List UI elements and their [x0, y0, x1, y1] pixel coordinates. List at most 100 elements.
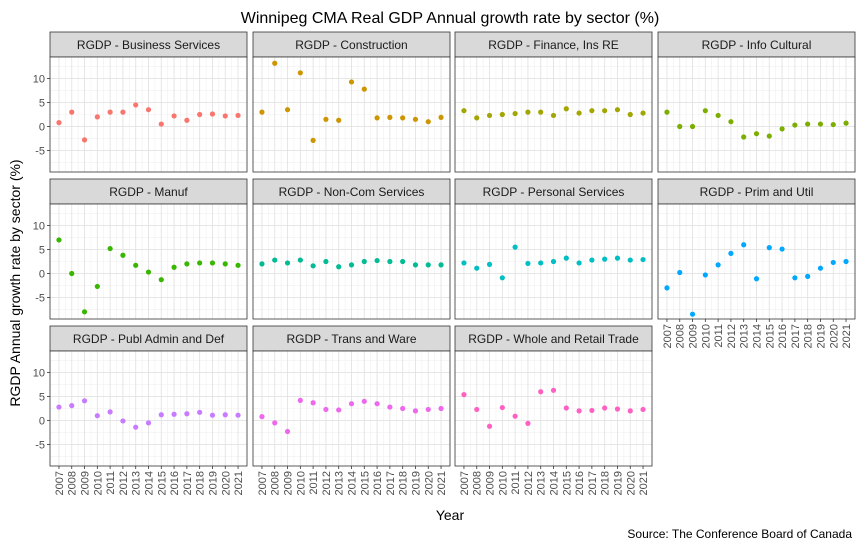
data-point-rgdp-prim-and-util-2014	[754, 276, 759, 281]
data-point-rgdp-business-services-2016	[171, 113, 176, 118]
y-tick-label: 10	[33, 74, 45, 86]
x-tick-label: 2011	[105, 471, 117, 495]
x-tick-label: 2012	[118, 471, 130, 495]
y-tick-label: -5	[35, 292, 45, 304]
facet-rgdp-info-cultural: RGDP - Info Cultural	[658, 32, 855, 172]
data-point-rgdp-trans-and-ware-2015	[362, 399, 367, 404]
data-point-rgdp-manuf-2011	[108, 246, 113, 251]
x-tick-label: 2021	[233, 471, 245, 495]
y-tick-label: 0	[39, 415, 45, 427]
x-tick-label: 2007	[257, 471, 269, 495]
facet-rgdp-construction: RGDP - Construction	[253, 32, 450, 172]
data-point-rgdp-trans-and-ware-2009	[285, 429, 290, 434]
x-tick-label: 2019	[410, 471, 422, 495]
x-tick-label: 2009	[485, 471, 497, 495]
x-tick-label: 2020	[828, 324, 840, 348]
x-tick-label: 2014	[752, 324, 764, 348]
data-point-rgdp-manuf-2009	[82, 309, 87, 314]
data-point-rgdp-publ-admin-and-def-2019	[210, 413, 215, 418]
data-point-rgdp-non-com-services-2008	[272, 257, 277, 262]
data-point-rgdp-personal-services-2010	[500, 275, 505, 280]
data-point-rgdp-whole-and-retail-trade-2011	[513, 414, 518, 419]
x-tick-label: 2021	[638, 471, 650, 495]
x-tick-label: 2016	[372, 471, 384, 495]
data-point-rgdp-business-services-2021	[235, 113, 240, 118]
x-tick-label: 2013	[334, 471, 346, 495]
data-point-rgdp-non-com-services-2014	[349, 262, 354, 267]
data-point-rgdp-manuf-2019	[210, 260, 215, 265]
data-point-rgdp-trans-and-ware-2008	[272, 420, 277, 425]
x-tick-label: 2019	[612, 471, 624, 495]
data-point-rgdp-business-services-2010	[95, 114, 100, 119]
data-point-rgdp-business-services-2018	[197, 112, 202, 117]
data-point-rgdp-non-com-services-2021	[438, 262, 443, 267]
x-tick-label: 2009	[688, 324, 700, 348]
data-point-rgdp-personal-services-2020	[628, 257, 633, 262]
x-tick-label: 2017	[182, 471, 194, 495]
x-tick-label: 2007	[54, 471, 66, 495]
x-tick-label: 2015	[156, 471, 168, 495]
data-point-rgdp-manuf-2013	[133, 263, 138, 268]
facet-strip-label: RGDP - Prim and Util	[700, 185, 814, 199]
x-tick-label: 2008	[67, 471, 79, 495]
y-tick-label: 5	[39, 392, 45, 404]
data-point-rgdp-info-cultural-2014	[754, 131, 759, 136]
facet-strip-label: RGDP - Info Cultural	[702, 38, 812, 52]
data-point-rgdp-non-com-services-2019	[413, 262, 418, 267]
data-point-rgdp-whole-and-retail-trade-2017	[589, 408, 594, 413]
facet-rgdp-personal-services: RGDP - Personal Services	[455, 179, 652, 319]
data-point-rgdp-trans-and-ware-2016	[374, 401, 379, 406]
data-point-rgdp-manuf-2020	[223, 261, 228, 266]
data-point-rgdp-personal-services-2021	[640, 257, 645, 262]
data-point-rgdp-business-services-2011	[108, 110, 113, 115]
x-tick-label: 2016	[574, 471, 586, 495]
data-point-rgdp-whole-and-retail-trade-2009	[487, 424, 492, 429]
x-tick-label: 2015	[561, 471, 573, 495]
data-point-rgdp-whole-and-retail-trade-2013	[538, 389, 543, 394]
data-point-rgdp-publ-admin-and-def-2014	[146, 420, 151, 425]
data-point-rgdp-manuf-2016	[171, 265, 176, 270]
data-point-rgdp-non-com-services-2007	[259, 261, 264, 266]
data-point-rgdp-publ-admin-and-def-2016	[171, 412, 176, 417]
data-point-rgdp-trans-and-ware-2007	[259, 414, 264, 419]
facet-strip-label: RGDP - Trans and Ware	[286, 332, 416, 346]
data-point-rgdp-prim-and-util-2008	[677, 270, 682, 275]
x-tick-label: 2018	[398, 471, 410, 495]
data-point-rgdp-non-com-services-2020	[426, 262, 431, 267]
data-point-rgdp-manuf-2017	[184, 261, 189, 266]
x-tick-label: 2015	[764, 324, 776, 348]
data-point-rgdp-finance-ins-re-2014	[551, 113, 556, 118]
data-point-rgdp-publ-admin-and-def-2010	[95, 413, 100, 418]
data-point-rgdp-non-com-services-2018	[400, 259, 405, 264]
x-tick-label: 2010	[700, 324, 712, 348]
data-point-rgdp-prim-and-util-2010	[703, 272, 708, 277]
data-point-rgdp-prim-and-util-2019	[818, 266, 823, 271]
facet-strip-label: RGDP - Publ Admin and Def	[73, 332, 225, 346]
facet-panels: RGDP - Business Services-50510RGDP - Con…	[33, 32, 855, 495]
data-point-rgdp-personal-services-2018	[602, 257, 607, 262]
x-tick-label: 2012	[523, 471, 535, 495]
data-point-rgdp-whole-and-retail-trade-2010	[500, 405, 505, 410]
data-point-rgdp-prim-and-util-2007	[664, 285, 669, 290]
x-tick-label: 2015	[359, 471, 371, 495]
data-point-rgdp-business-services-2015	[159, 121, 164, 126]
data-point-rgdp-business-services-2013	[133, 102, 138, 107]
x-tick-label: 2010	[497, 471, 509, 495]
x-tick-label: 2021	[841, 324, 853, 348]
data-point-rgdp-prim-and-util-2017	[792, 275, 797, 280]
data-point-rgdp-construction-2008	[272, 61, 277, 66]
x-tick-label: 2008	[675, 324, 687, 348]
data-point-rgdp-business-services-2019	[210, 111, 215, 116]
x-tick-label: 2018	[803, 324, 815, 348]
y-tick-label: 10	[33, 368, 45, 380]
data-point-rgdp-finance-ins-re-2018	[602, 108, 607, 113]
data-point-rgdp-info-cultural-2017	[792, 122, 797, 127]
data-point-rgdp-manuf-2021	[235, 263, 240, 268]
x-tick-label: 2017	[385, 471, 397, 495]
data-point-rgdp-info-cultural-2015	[767, 133, 772, 138]
data-point-rgdp-publ-admin-and-def-2013	[133, 425, 138, 430]
x-tick-label: 2013	[536, 471, 548, 495]
data-point-rgdp-business-services-2014	[146, 107, 151, 112]
